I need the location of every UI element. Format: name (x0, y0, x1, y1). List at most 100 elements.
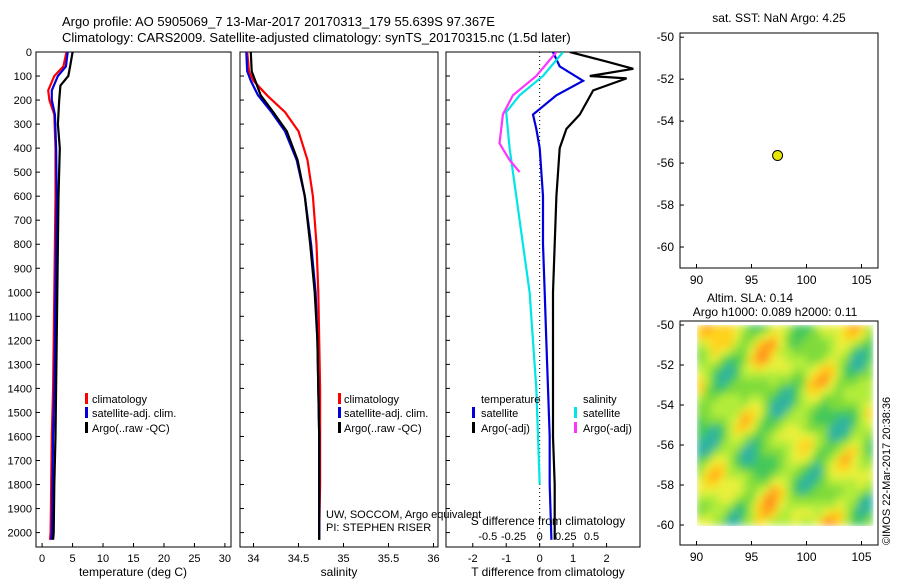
heatmap-cell (813, 401, 822, 411)
salinity-xlabel: salinity (321, 565, 358, 579)
heatmap-cell (843, 425, 852, 434)
heatmap-cell (857, 325, 866, 334)
heatmap-cell (813, 478, 822, 488)
heatmap-cell (843, 440, 852, 449)
heatmap-cell (697, 440, 705, 449)
x-tick-label: 105 (851, 550, 871, 564)
heatmap-cell (843, 517, 852, 526)
heatmap-cell (835, 417, 844, 426)
legend-label-satellite: satellite-adj. clim. (344, 408, 428, 420)
sla-map-subtitle: Argo h1000: 0.089 h2000: 0.11 (693, 305, 858, 319)
heatmap-cell (828, 432, 837, 441)
heatmap-cell (813, 386, 822, 395)
heatmap-cell (740, 478, 749, 488)
heatmap-cell (769, 401, 778, 411)
heatmap-cell (697, 371, 705, 380)
heatmap-cell (857, 378, 866, 388)
heatmap-cell (733, 463, 742, 472)
heatmap-cell (725, 471, 734, 480)
heatmap-cell (769, 378, 778, 388)
figure-title-line2: Climatology: CARS2009. Satellite-adjuste… (62, 30, 571, 45)
heatmap-cell (813, 471, 822, 480)
temperature-axes: 0100200300400500600700800900100011001200… (8, 47, 232, 565)
legend-label-argo: Argo(..raw -QC) (344, 423, 422, 435)
heatmap-cell (755, 494, 764, 503)
heatmap-cell (813, 517, 822, 526)
heatmap-cell (806, 455, 815, 465)
heatmap-cell (711, 463, 720, 472)
x-tick-label: 34.5 (288, 553, 309, 565)
heatmap-cell (784, 401, 793, 411)
heatmap-cell (828, 409, 837, 418)
series-line-s-satellite (505, 52, 564, 485)
heatmap-cell (740, 378, 749, 388)
heatmap-cell (835, 394, 844, 403)
heatmap-cell (784, 417, 793, 426)
x-tick-label: 95 (745, 550, 759, 564)
heatmap-cell (828, 440, 837, 449)
heatmap-cell (857, 494, 866, 503)
heatmap-cell (718, 371, 727, 380)
heatmap-cell (740, 432, 749, 441)
heatmap-cell (747, 394, 756, 403)
heatmap-cell (697, 448, 705, 457)
temperature-difference-label: T difference from climatology (471, 565, 625, 579)
heatmap-cell (835, 501, 844, 511)
legend-swatch-s-satellite (574, 407, 577, 418)
series-line-satellite-adj-clim- (50, 52, 69, 540)
s-tick-label: 0.25 (555, 531, 576, 543)
heatmap-cell (697, 471, 705, 480)
heatmap-cell (828, 448, 837, 457)
heatmap-cell (762, 401, 771, 411)
heatmap-cell (747, 455, 756, 465)
heatmap-cell (747, 325, 756, 334)
heatmap-cell (821, 432, 830, 441)
s-tick-label: -0.25 (501, 531, 526, 543)
heatmap-cell (725, 509, 734, 518)
heatmap-cell (718, 401, 727, 411)
heatmap-cell (813, 371, 822, 380)
heatmap-cell (747, 401, 756, 411)
heatmap-cell (711, 409, 720, 418)
heatmap-cell (762, 355, 771, 365)
heatmap-cell (762, 425, 771, 434)
heatmap-cell (799, 340, 808, 349)
heatmap-cell (784, 501, 793, 511)
heatmap-cell (711, 494, 720, 503)
heatmap-cell (850, 386, 859, 395)
heatmap-cell (799, 432, 808, 441)
heatmap-cell (850, 494, 859, 503)
heatmap-cell (791, 355, 800, 365)
heatmap-cell (843, 332, 852, 341)
heatmap-cell (828, 509, 837, 518)
heatmap-cell (711, 432, 720, 441)
heatmap-cell (835, 325, 844, 334)
heatmap-cell (828, 463, 837, 472)
heatmap-cell (813, 463, 822, 472)
heatmap-cell (843, 486, 852, 495)
heatmap-cell (725, 348, 734, 357)
heatmap-cell (850, 517, 859, 526)
y-tick-label: -60 (657, 240, 675, 254)
heatmap-cell (850, 501, 859, 511)
heatmap-cell (835, 371, 844, 380)
heatmap-cell (821, 417, 830, 426)
heatmap-cell (769, 325, 778, 334)
sst-map-title: sat. SST: NaN Argo: 4.25 (712, 11, 846, 25)
sla-map-axes: 90 95 100 105 -50 -52 -54 -56 -58 -60 (657, 318, 872, 564)
heatmap-cell (806, 325, 815, 334)
heatmap-cell (755, 363, 764, 372)
y-tick-label: -52 (657, 72, 675, 86)
heatmap-cell (865, 386, 874, 395)
heatmap-cell (806, 509, 815, 518)
heatmap-cell (718, 432, 727, 441)
heatmap-cell (733, 363, 742, 372)
heatmap-cell (843, 509, 852, 518)
x-tick-label: 0 (537, 553, 543, 565)
heatmap-cell (762, 440, 771, 449)
heatmap-cell (703, 501, 712, 511)
heatmap-cell (791, 440, 800, 449)
heatmap-cell (791, 463, 800, 472)
heatmap-cell (865, 355, 874, 365)
s-tick-label: 0.5 (584, 531, 599, 543)
